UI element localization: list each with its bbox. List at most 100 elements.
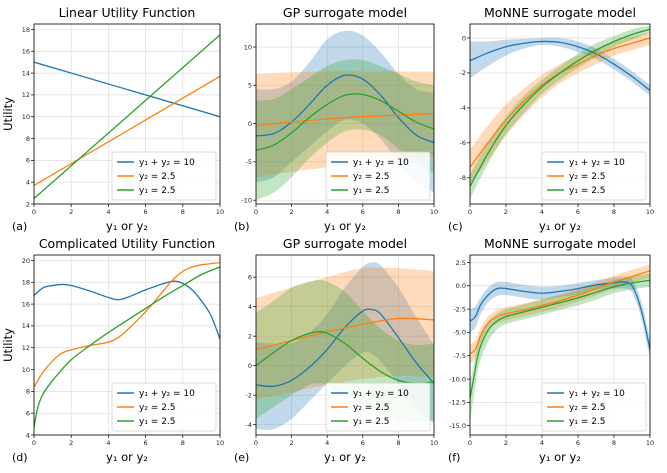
y-tick-label: 0.0 bbox=[456, 282, 466, 290]
y-tick-label: 6 bbox=[26, 409, 30, 417]
chart-title: GP surrogate model bbox=[283, 236, 407, 251]
x-tick-label: 0 bbox=[468, 208, 472, 216]
confidence-band bbox=[256, 30, 434, 193]
chart-panel: 0 2 4 6 8 10 -8 -6 -4 -2 0 MoNNE surrogate model y₁ … bbox=[448, 5, 654, 233]
y-tick-label: -15.0 bbox=[449, 422, 466, 430]
x-tick-label: 8 bbox=[612, 439, 616, 447]
panel-label: (d) bbox=[12, 451, 28, 464]
legend-box bbox=[541, 382, 647, 432]
legend-label: y₁ + y₂ = 10 bbox=[569, 389, 625, 399]
y-tick-label: -4 bbox=[246, 421, 252, 429]
legend-label: y₁ = 2.5 bbox=[353, 417, 390, 427]
legend-label: y₂ = 2.5 bbox=[139, 172, 176, 182]
series-line bbox=[470, 40, 650, 91]
y-tick-label: 6 bbox=[248, 273, 252, 281]
panel-label: (c) bbox=[448, 220, 463, 233]
x-tick-label: 0 bbox=[254, 208, 258, 216]
y-tick-label: -2 bbox=[460, 69, 466, 77]
chart-title: Complicated Utility Function bbox=[39, 236, 215, 251]
y-tick-label: 8 bbox=[26, 388, 30, 396]
y-tick-label: 14 bbox=[22, 322, 30, 330]
x-tick-label: 10 bbox=[430, 208, 438, 216]
x-axis-label: y₁ or y₂ bbox=[106, 450, 148, 464]
legend: y₁ + y₂ = 10 y₂ = 2.5 y₁ = 2.5 bbox=[325, 382, 431, 432]
series-line bbox=[256, 308, 434, 388]
series-line bbox=[256, 112, 434, 127]
legend-box bbox=[111, 151, 217, 201]
legend-box bbox=[325, 151, 431, 201]
y-tick-label: -10 bbox=[241, 196, 252, 204]
confidence-band bbox=[256, 267, 434, 400]
y-axis-label: Utility bbox=[1, 97, 15, 131]
x-tick-label: 4 bbox=[540, 208, 544, 216]
x-axis-label: y₁ or y₂ bbox=[106, 219, 148, 233]
series-line bbox=[470, 270, 650, 355]
y-tick-label: 6 bbox=[26, 157, 30, 165]
y-tick-label: 0 bbox=[248, 362, 252, 370]
legend-label: y₁ = 2.5 bbox=[353, 186, 390, 196]
panel-label: (a) bbox=[12, 220, 27, 233]
legend: y₁ + y₂ = 10 y₂ = 2.5 y₁ = 2.5 bbox=[111, 151, 217, 201]
x-tick-label: 4 bbox=[325, 439, 329, 447]
y-tick-label: 2.5 bbox=[456, 259, 466, 267]
x-tick-label: 2 bbox=[69, 439, 73, 447]
confidence-band bbox=[470, 273, 650, 422]
y-tick-label: 10 bbox=[22, 366, 30, 374]
x-tick-label: 2 bbox=[290, 439, 294, 447]
x-axis-label: y₁ or y₂ bbox=[324, 450, 366, 464]
series-line bbox=[470, 279, 650, 398]
y-tick-label: 12 bbox=[22, 344, 30, 352]
legend-label: y₁ + y₂ = 10 bbox=[139, 389, 195, 399]
x-tick-label: 10 bbox=[646, 439, 654, 447]
y-tick-label: -4 bbox=[460, 104, 466, 112]
y-tick-label: 4 bbox=[26, 431, 30, 439]
confidence-band bbox=[470, 37, 650, 96]
y-tick-label: -10.0 bbox=[449, 375, 466, 383]
legend-label: y₁ + y₂ = 10 bbox=[353, 389, 409, 399]
chart-title: Linear Utility Function bbox=[59, 5, 196, 20]
y-tick-label: 16 bbox=[22, 300, 30, 308]
y-tick-label: 10 bbox=[244, 43, 252, 51]
series-line bbox=[34, 261, 220, 388]
chart-panel: 0 2 4 6 8 10 4 6 8 10 12 14 16 18 20 Complicated Utilit… bbox=[1, 236, 224, 464]
x-axis-label: y₁ or y₂ bbox=[539, 450, 581, 464]
plot-frame bbox=[255, 254, 435, 436]
x-tick-label: 2 bbox=[504, 208, 508, 216]
y-tick-label: 4 bbox=[26, 178, 30, 186]
legend-label: y₂ = 2.5 bbox=[569, 403, 606, 413]
legend-label: y₂ = 2.5 bbox=[353, 172, 390, 182]
x-tick-label: 6 bbox=[361, 208, 365, 216]
legend: y₁ + y₂ = 10 y₂ = 2.5 y₁ = 2.5 bbox=[325, 151, 431, 201]
y-tick-label: -2 bbox=[246, 391, 252, 399]
panel-label: (f) bbox=[448, 451, 460, 464]
legend-label: y₂ = 2.5 bbox=[569, 172, 606, 182]
confidence-band bbox=[470, 276, 650, 359]
x-tick-label: 8 bbox=[612, 208, 616, 216]
x-tick-label: 4 bbox=[106, 208, 110, 216]
legend: y₁ + y₂ = 10 y₂ = 2.5 y₁ = 2.5 bbox=[111, 382, 217, 432]
x-tick-label: 0 bbox=[254, 439, 258, 447]
series-line bbox=[34, 280, 220, 340]
confidence-band bbox=[256, 71, 434, 178]
y-axis-label: Utility bbox=[1, 328, 15, 362]
y-tick-label: 0 bbox=[248, 120, 252, 128]
y-tick-label: 2 bbox=[248, 332, 252, 340]
x-tick-label: 6 bbox=[144, 208, 148, 216]
y-tick-label: 14 bbox=[22, 69, 30, 77]
y-tick-label: 8 bbox=[26, 135, 30, 143]
series-line bbox=[34, 75, 220, 187]
x-tick-label: 6 bbox=[576, 439, 580, 447]
series-line bbox=[470, 28, 650, 187]
series-line bbox=[34, 266, 220, 428]
y-tick-label: 10 bbox=[22, 113, 30, 121]
legend-label: y₁ = 2.5 bbox=[569, 186, 606, 196]
series-line bbox=[34, 34, 220, 200]
y-tick-label: 4 bbox=[248, 303, 252, 311]
confidence-band bbox=[256, 262, 434, 430]
chart-panel: 0 2 4 6 8 10 -15.0 -12.5 -10.0 -7.5 -5.0 -2.5 0.0 2.5… bbox=[448, 236, 654, 464]
legend-box bbox=[325, 382, 431, 432]
legend-label: y₁ + y₂ = 10 bbox=[569, 158, 625, 168]
legend-label: y₁ + y₂ = 10 bbox=[353, 158, 409, 168]
